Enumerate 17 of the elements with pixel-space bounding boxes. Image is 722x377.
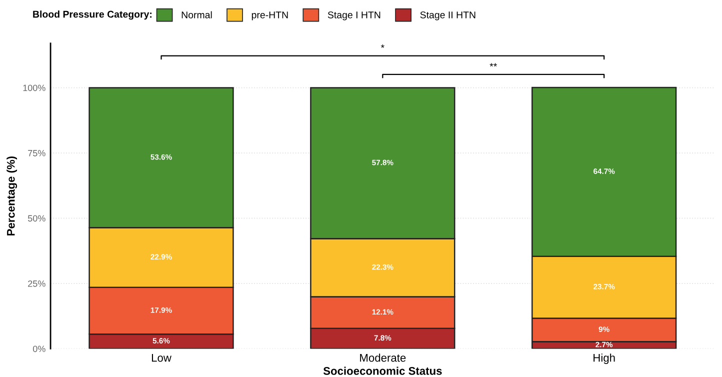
y-axis-title: Percentage (%) [6, 156, 18, 236]
legend-label: Stage II HTN [420, 11, 476, 20]
y-tick-label: 50% [28, 215, 46, 222]
x-tick-label: Low [152, 354, 172, 362]
y-tick-label: 25% [28, 280, 46, 287]
y-tick-label: 75% [28, 150, 46, 156]
x-tick-label: High [594, 354, 615, 364]
y-tick-label: 100% [23, 84, 46, 92]
legend-label: Stage I HTN [328, 11, 380, 20]
annotation: ** [490, 63, 497, 67]
legend-title: Blood Pressure Category: [33, 10, 152, 20]
x-tick-label: Moderate [360, 354, 406, 362]
x-axis-title: Socioeconomic Status [323, 366, 442, 375]
legend-label: pre-HTN [252, 12, 288, 20]
annotation: * [380, 44, 384, 48]
y-tick-label: 0% [32, 346, 46, 352]
legend-label: Normal [182, 11, 212, 18]
